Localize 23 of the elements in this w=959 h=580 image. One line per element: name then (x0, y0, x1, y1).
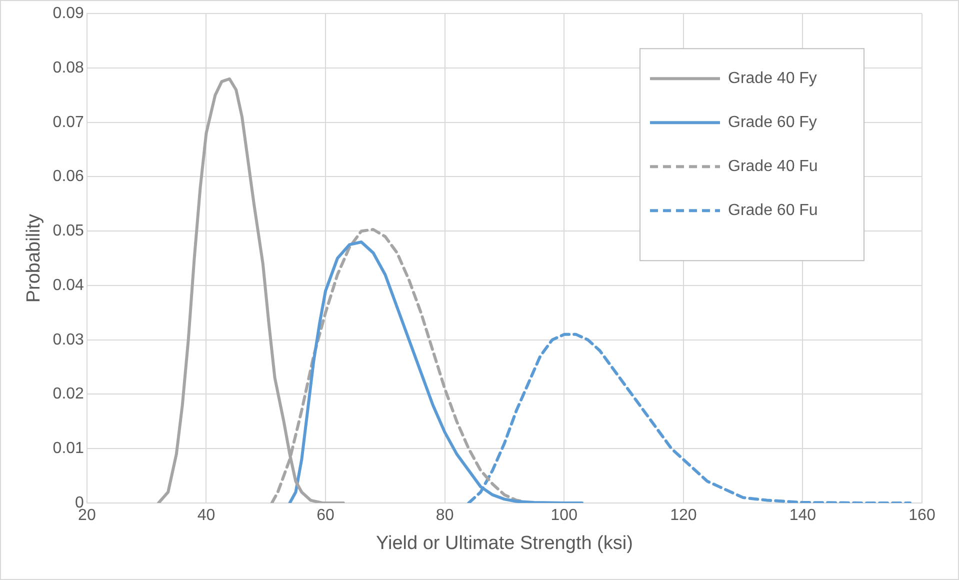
legend-label: Grade 40 Fu (728, 158, 818, 176)
y-tick-label: 0.09 (52, 5, 84, 22)
legend-label: Grade 60 Fy (728, 114, 817, 132)
x-tick-label: 140 (789, 507, 816, 524)
x-tick-label: 120 (670, 507, 697, 524)
y-axis-title: Probability (24, 213, 45, 303)
y-tick-label: 0.03 (52, 331, 84, 348)
x-tick-label: 20 (78, 507, 96, 524)
x-axis-title: Yield or Ultimate Strength (ksi) (376, 532, 633, 554)
y-tick-label: 0.06 (52, 168, 84, 186)
x-tick-label: 80 (436, 507, 454, 524)
y-tick-label: 0.01 (52, 440, 84, 458)
x-tick-label: 100 (550, 507, 578, 524)
x-tick-label: 40 (197, 507, 216, 524)
legend-label: Grade 40 Fy (728, 70, 817, 88)
y-tick-label: 0.04 (52, 276, 84, 294)
y-tick-label: 0.07 (52, 114, 84, 131)
legend-label: Grade 60 Fu (728, 202, 818, 220)
x-tick-label: 160 (908, 507, 936, 524)
x-tick-label: 60 (316, 507, 335, 524)
y-tick-label: 0.08 (52, 59, 84, 76)
y-tick-label: 0.05 (52, 222, 84, 240)
y-tick-label: 0.02 (52, 386, 84, 403)
